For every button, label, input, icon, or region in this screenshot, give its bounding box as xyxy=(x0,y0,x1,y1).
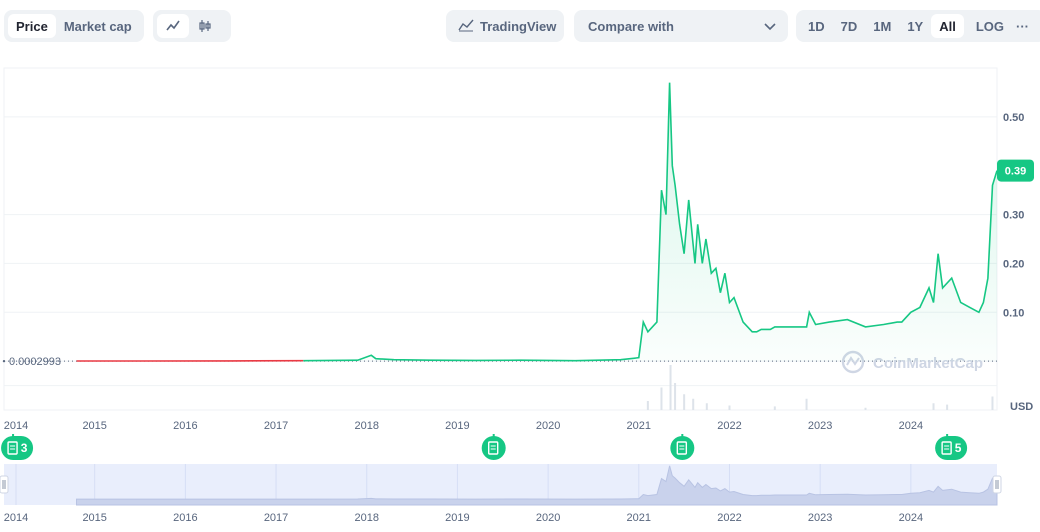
range-all[interactable]: All xyxy=(931,14,964,38)
x-tick-label: 2014 xyxy=(4,420,28,432)
news-marker-count: 5 xyxy=(955,441,962,455)
line-chart-icon[interactable] xyxy=(157,14,189,38)
compare-with-dropdown[interactable]: Compare with xyxy=(574,10,788,42)
tradingview-icon xyxy=(458,18,474,35)
volume-bar xyxy=(991,396,994,410)
volume-bar xyxy=(946,404,949,410)
volume-bar xyxy=(692,398,695,410)
volume-bar xyxy=(932,403,935,410)
tab-market-cap[interactable]: Market cap xyxy=(63,18,132,34)
currency-label: USD xyxy=(1010,401,1033,413)
navigator-x-tick-label: 2022 xyxy=(717,512,741,524)
range-toggle: 1D 7D 1M 1Y All LOG ··· xyxy=(796,10,1040,42)
navigator-right-handle[interactable] xyxy=(992,475,1002,494)
tradingview-label: TradingView xyxy=(480,18,557,34)
range-1y[interactable]: 1Y xyxy=(907,18,924,34)
x-tick-label: 2021 xyxy=(627,420,651,432)
navigator-left-handle[interactable] xyxy=(0,475,9,494)
navigator-x-tick-label: 2020 xyxy=(536,512,560,524)
volume-bar xyxy=(683,394,686,410)
navigator-x-tick-label: 2019 xyxy=(445,512,469,524)
x-tick-label: 2020 xyxy=(536,420,560,432)
news-marker[interactable] xyxy=(670,434,695,460)
news-marker[interactable]: 5 xyxy=(935,434,968,460)
x-tick-label: 2019 xyxy=(445,420,469,432)
navigator-x-tick-label: 2016 xyxy=(173,512,197,524)
document-icon xyxy=(7,441,18,455)
volume-bar xyxy=(805,398,808,410)
document-icon xyxy=(941,441,952,455)
chart-style-toggle xyxy=(153,10,231,42)
x-tick-label: 2016 xyxy=(173,420,197,432)
current-price-badge xyxy=(997,159,1034,182)
range-7d[interactable]: 7D xyxy=(840,18,858,34)
start-price-label: 0.0002993 xyxy=(9,356,61,368)
navigator-x-tick-label: 2023 xyxy=(808,512,832,524)
news-marker[interactable]: 3 xyxy=(1,434,34,460)
news-marker[interactable] xyxy=(481,434,506,460)
news-marker-pill xyxy=(670,436,695,460)
start-price-dot xyxy=(2,359,6,363)
compare-label: Compare with xyxy=(588,18,674,34)
metric-toggle: Price Market cap xyxy=(4,10,144,42)
volume-bar xyxy=(728,405,731,410)
volume-bar xyxy=(864,407,867,410)
x-tick-label: 2017 xyxy=(264,420,288,432)
volume-bar xyxy=(674,383,677,410)
more-options-icon[interactable]: ··· xyxy=(1016,18,1030,34)
news-marker-count: 3 xyxy=(21,441,28,455)
current-price-label: 0.39 xyxy=(1005,166,1026,178)
chevron-down-icon xyxy=(764,19,776,34)
x-tick-label: 2015 xyxy=(82,420,106,432)
volume-bar xyxy=(660,387,663,410)
navigator xyxy=(0,464,1002,506)
y-tick-label: 0.50 xyxy=(1003,112,1024,124)
price-line xyxy=(303,82,998,362)
navigator-x-tick-label: 2021 xyxy=(627,512,651,524)
x-tick-label: 2023 xyxy=(808,420,832,432)
x-tick-label: 2018 xyxy=(354,420,378,432)
document-icon xyxy=(676,441,688,455)
volume-bars xyxy=(646,365,994,410)
navigator-x-tick-label: 2018 xyxy=(354,512,378,524)
volume-bar xyxy=(773,406,776,410)
y-tick-label: 0.10 xyxy=(1003,307,1024,319)
log-toggle[interactable]: LOG xyxy=(975,18,1005,34)
navigator-x-tick-label: 2024 xyxy=(899,512,923,524)
navigator-series xyxy=(76,465,998,506)
x-tick-label: 2022 xyxy=(717,420,741,432)
price-area xyxy=(303,82,997,362)
range-1m[interactable]: 1M xyxy=(873,18,892,34)
volume-bar xyxy=(646,401,649,410)
volume-bar xyxy=(669,365,672,410)
range-1d[interactable]: 1D xyxy=(808,18,825,34)
y-tick-label: 0.20 xyxy=(1003,258,1024,270)
navigator-x-tick-label: 2014 xyxy=(4,512,28,524)
news-marker-pill xyxy=(481,436,506,460)
volume-bar xyxy=(705,403,708,410)
x-tick-label: 2024 xyxy=(899,420,923,432)
tradingview-button[interactable]: TradingView xyxy=(446,10,564,42)
navigator-x-tick-label: 2017 xyxy=(264,512,288,524)
navigator-x-tick-label: 2015 xyxy=(82,512,106,524)
candlestick-icon[interactable] xyxy=(189,14,221,38)
y-tick-label: 0.30 xyxy=(1003,210,1024,222)
document-icon xyxy=(487,441,499,455)
tab-price[interactable]: Price xyxy=(8,14,56,38)
